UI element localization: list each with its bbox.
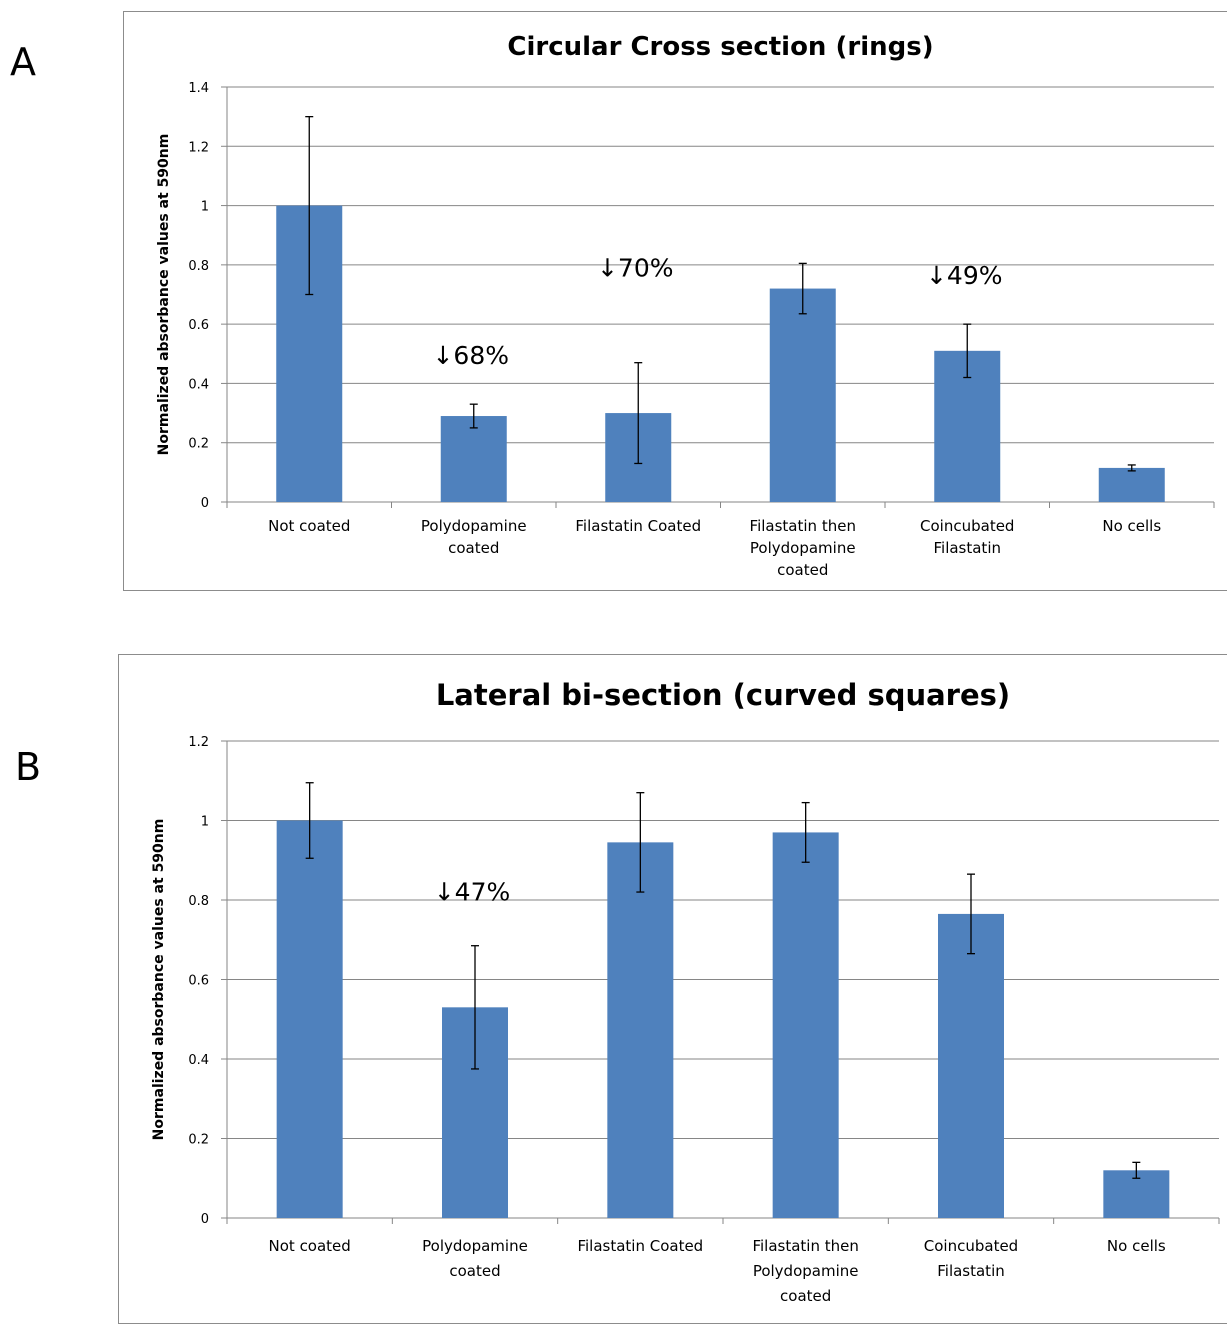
chart-a-bar (769, 288, 836, 502)
chart-a-svg: Circular Cross section (rings) 0 0.2 0.4 0.6… (156, 32, 1215, 579)
chart-panel-b: Lateral bi-section (curved squares) 0 0.2 0… (118, 654, 1227, 1324)
chart-b-bar (772, 832, 839, 1218)
chart-b-category-label: Polydopamine coated (422, 1237, 528, 1280)
chart-a-category-label: Filastatin then Polydopamine coated (750, 517, 856, 579)
chart-a-category-label: Filastatin Coated (575, 517, 701, 535)
chart-b-category-label-line: Filastatin (937, 1262, 1005, 1280)
chart-a-category-label-line: coated (448, 539, 499, 557)
chart-a-category-label: Polydopamine coated (421, 517, 527, 557)
chart-a-category-label: Coincubated Filastatin (920, 517, 1014, 557)
chart-b-y-tick-label: 0.2 (188, 1133, 209, 1148)
chart-b-y-tick-label: 0.8 (188, 894, 209, 909)
chart-b-category-label-line: Filastatin then (752, 1237, 858, 1255)
chart-b-bar (938, 913, 1004, 1218)
chart-b-category-label-line: coated (780, 1287, 831, 1305)
chart-b-title: Lateral bi-section (curved squares) (436, 678, 1010, 712)
chart-a-category-label-line: Not coated (268, 517, 350, 535)
chart-a-category-label-line: No cells (1102, 517, 1161, 535)
chart-b-category-label: Filastatin then Polydopamine coated (752, 1237, 858, 1305)
chart-b-y-tick-label: 0.4 (188, 1053, 209, 1068)
chart-b-category-label: Filastatin Coated (577, 1237, 703, 1255)
chart-b-y-tick-label: 1.2 (188, 735, 209, 750)
chart-b-y-tick-label: 0 (201, 1212, 209, 1227)
chart-a-y-tick-label: 0 (201, 496, 209, 511)
chart-b-category-label-line: Coincubated (924, 1237, 1018, 1255)
chart-a-bar (440, 416, 507, 502)
chart-b-y-tick-label: 1 (201, 815, 209, 830)
chart-b-bar (276, 820, 343, 1218)
chart-a-y-axis-label: Normalized absorbance values at 590nm (156, 134, 172, 456)
panel-label-a: A (10, 40, 36, 84)
chart-b-category-label: Not coated (269, 1237, 351, 1255)
chart-b-category-label-line: coated (449, 1262, 500, 1280)
chart-a-annotation: ↓49% (926, 261, 1003, 290)
chart-panel-a: Circular Cross section (rings) 0 0.2 0.4 0.6… (123, 11, 1227, 591)
chart-b-category-label-line: Filastatin Coated (577, 1237, 703, 1255)
chart-a-category-label-line: Filastatin Coated (575, 517, 701, 535)
chart-a-category-label: Not coated (268, 517, 350, 535)
chart-a-bar (1098, 467, 1165, 502)
panel-label-b: B (15, 745, 42, 789)
chart-b-category-label-line: Polydopamine (422, 1237, 528, 1255)
chart-a-category-label-line: Filastatin (933, 539, 1001, 557)
chart-b-category-label-line: Polydopamine (753, 1262, 859, 1280)
chart-a-y-tick-label: 1.2 (188, 140, 209, 155)
chart-a-annotation: ↓68% (432, 341, 509, 370)
chart-b-annotation: ↓47% (434, 878, 511, 907)
chart-b-category-label-line: Not coated (269, 1237, 351, 1255)
chart-a-y-tick-label: 0.8 (188, 259, 209, 274)
chart-a-category-label-line: Filastatin then (750, 517, 856, 535)
chart-b-category-label: No cells (1107, 1237, 1166, 1255)
chart-a-category-label-line: Polydopamine (421, 517, 527, 535)
chart-b-bar (607, 842, 674, 1218)
chart-a-category-label-line: coated (777, 561, 828, 579)
chart-a-y-tick-label: 0.2 (188, 437, 209, 452)
chart-a-y-tick-label: 1.4 (188, 81, 209, 96)
chart-b-category-label: Coincubated Filastatin (924, 1237, 1018, 1280)
chart-a-category-label-line: Polydopamine (750, 539, 856, 557)
chart-a-y-tick-label: 1 (201, 200, 209, 215)
chart-b-category-label-line: No cells (1107, 1237, 1166, 1255)
chart-a-category-label-line: Coincubated (920, 517, 1014, 535)
chart-b-y-tick-label: 0.6 (188, 974, 209, 989)
chart-a-y-tick-label: 0.4 (188, 377, 209, 392)
chart-b-svg: Lateral bi-section (curved squares) 0 0.2 0… (151, 678, 1220, 1305)
chart-b-y-axis-label: Normalized absorbance values at 590nm (151, 819, 167, 1141)
chart-a-annotation: ↓70% (597, 254, 674, 283)
chart-a-category-label: No cells (1102, 517, 1161, 535)
chart-a-y-tick-label: 0.6 (188, 318, 209, 333)
chart-a-title: Circular Cross section (rings) (507, 32, 933, 62)
